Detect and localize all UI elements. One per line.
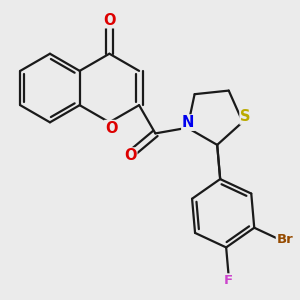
Text: Br: Br xyxy=(277,233,293,246)
Text: F: F xyxy=(224,274,233,287)
Text: O: O xyxy=(124,148,137,163)
Text: S: S xyxy=(240,109,251,124)
Text: O: O xyxy=(103,13,116,28)
Text: O: O xyxy=(105,121,117,136)
Text: N: N xyxy=(182,115,194,130)
